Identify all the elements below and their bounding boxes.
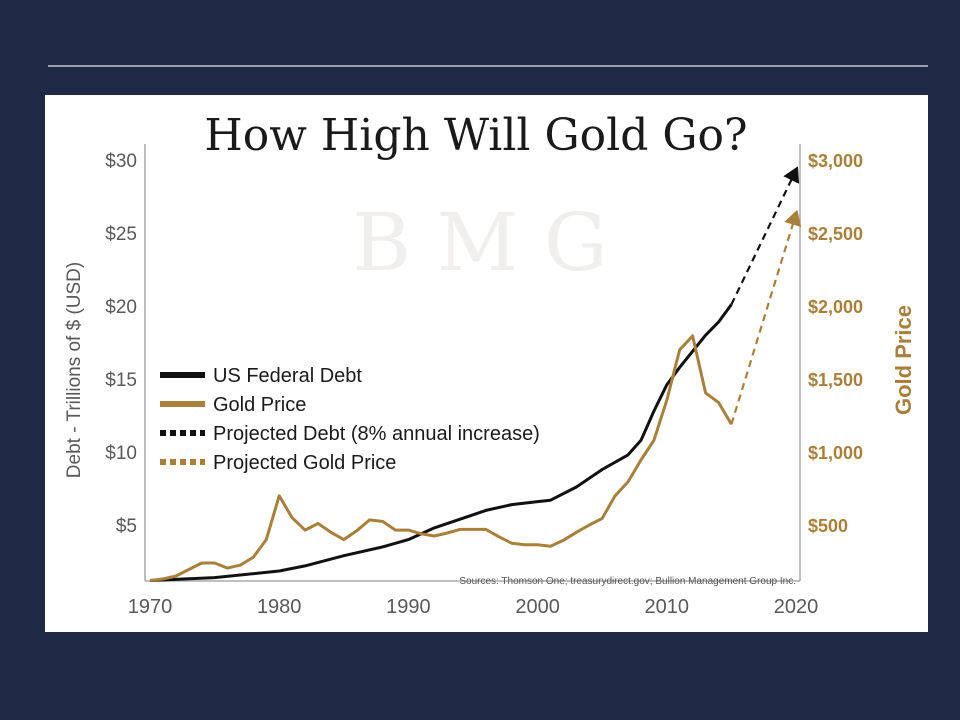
watermark: B M G: [352, 196, 607, 289]
x-tick-label: 2010: [645, 596, 690, 618]
chart-title: How High Will Gold Go?: [204, 110, 747, 161]
y-tick-label: $10: [105, 443, 137, 464]
y2-tick-label: $2,500: [808, 224, 863, 244]
y-tick-label: $20: [105, 297, 137, 318]
series-line-gold-price: [149, 334, 733, 582]
chart-panel: [45, 95, 928, 632]
series-line-projected-debt-8-annual-increase: [730, 166, 800, 305]
y-tick-label: $5: [116, 516, 137, 537]
legend-label: Projected Gold Price: [213, 452, 396, 474]
legend-label: Gold Price: [213, 394, 306, 416]
y-tick-label: $25: [105, 224, 137, 245]
x-tick-label: 1980: [257, 596, 302, 618]
y2-tick-label: $1,500: [808, 370, 863, 390]
legend-label: US Federal Debt: [213, 365, 362, 387]
y-axis-label: Debt - Trillions of $ (USD): [64, 262, 85, 478]
y2-tick-label: $3,000: [808, 151, 863, 171]
y2-tick-label: $2,000: [808, 297, 863, 317]
legend-label: Projected Debt (8% annual increase): [213, 423, 540, 445]
series-line-us-federal-debt: [149, 303, 733, 582]
x-tick-label: 1970: [128, 596, 173, 618]
x-tick-label: 1990: [386, 596, 431, 618]
y2-axis-label: Gold Price: [891, 305, 916, 415]
y-tick-label: $15: [105, 370, 137, 391]
y-tick-label: $30: [105, 151, 137, 172]
legend: US Federal Debt Gold Price Projected Debt …: [160, 365, 540, 474]
y2-tick-label: $500: [808, 516, 848, 536]
x-tick-label: 2020: [774, 596, 819, 618]
y2-tick-label: $1,000: [808, 443, 863, 463]
header-divider: [48, 65, 928, 67]
source-note: Sources: Thomson One; treasurydirect.gov…: [459, 576, 796, 587]
x-tick-label: 2000: [515, 596, 560, 618]
series-line-projected-gold-price: [730, 209, 802, 425]
